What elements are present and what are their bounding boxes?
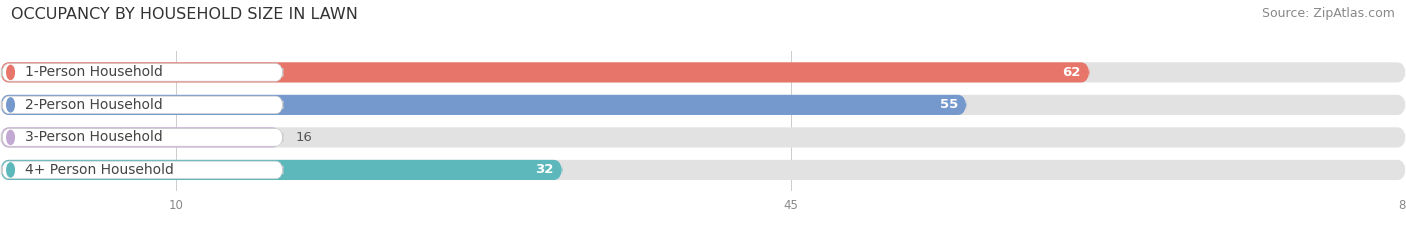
FancyBboxPatch shape [0,160,1406,180]
FancyBboxPatch shape [1,64,283,81]
Text: 4+ Person Household: 4+ Person Household [24,163,173,177]
FancyBboxPatch shape [1,161,283,179]
Text: Source: ZipAtlas.com: Source: ZipAtlas.com [1261,7,1395,20]
Text: OCCUPANCY BY HOUSEHOLD SIZE IN LAWN: OCCUPANCY BY HOUSEHOLD SIZE IN LAWN [11,7,359,22]
Text: 1-Person Household: 1-Person Household [24,65,163,79]
Circle shape [7,98,14,112]
Circle shape [7,65,14,79]
Text: 3-Person Household: 3-Person Household [24,130,162,144]
FancyBboxPatch shape [0,127,281,147]
FancyBboxPatch shape [1,129,283,146]
Circle shape [7,130,14,144]
Text: 55: 55 [939,98,957,111]
FancyBboxPatch shape [1,96,283,114]
Circle shape [7,163,14,177]
FancyBboxPatch shape [0,62,1406,82]
FancyBboxPatch shape [0,62,1090,82]
Text: 16: 16 [295,131,312,144]
Text: 32: 32 [536,163,554,176]
FancyBboxPatch shape [0,127,1406,147]
Text: 62: 62 [1063,66,1081,79]
FancyBboxPatch shape [0,95,967,115]
FancyBboxPatch shape [0,95,1406,115]
FancyBboxPatch shape [0,160,562,180]
Text: 2-Person Household: 2-Person Household [24,98,162,112]
